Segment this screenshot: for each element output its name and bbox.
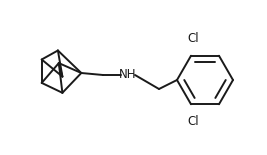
Text: Cl: Cl [187, 115, 199, 128]
Text: NH: NH [119, 69, 137, 82]
Text: Cl: Cl [187, 32, 199, 45]
